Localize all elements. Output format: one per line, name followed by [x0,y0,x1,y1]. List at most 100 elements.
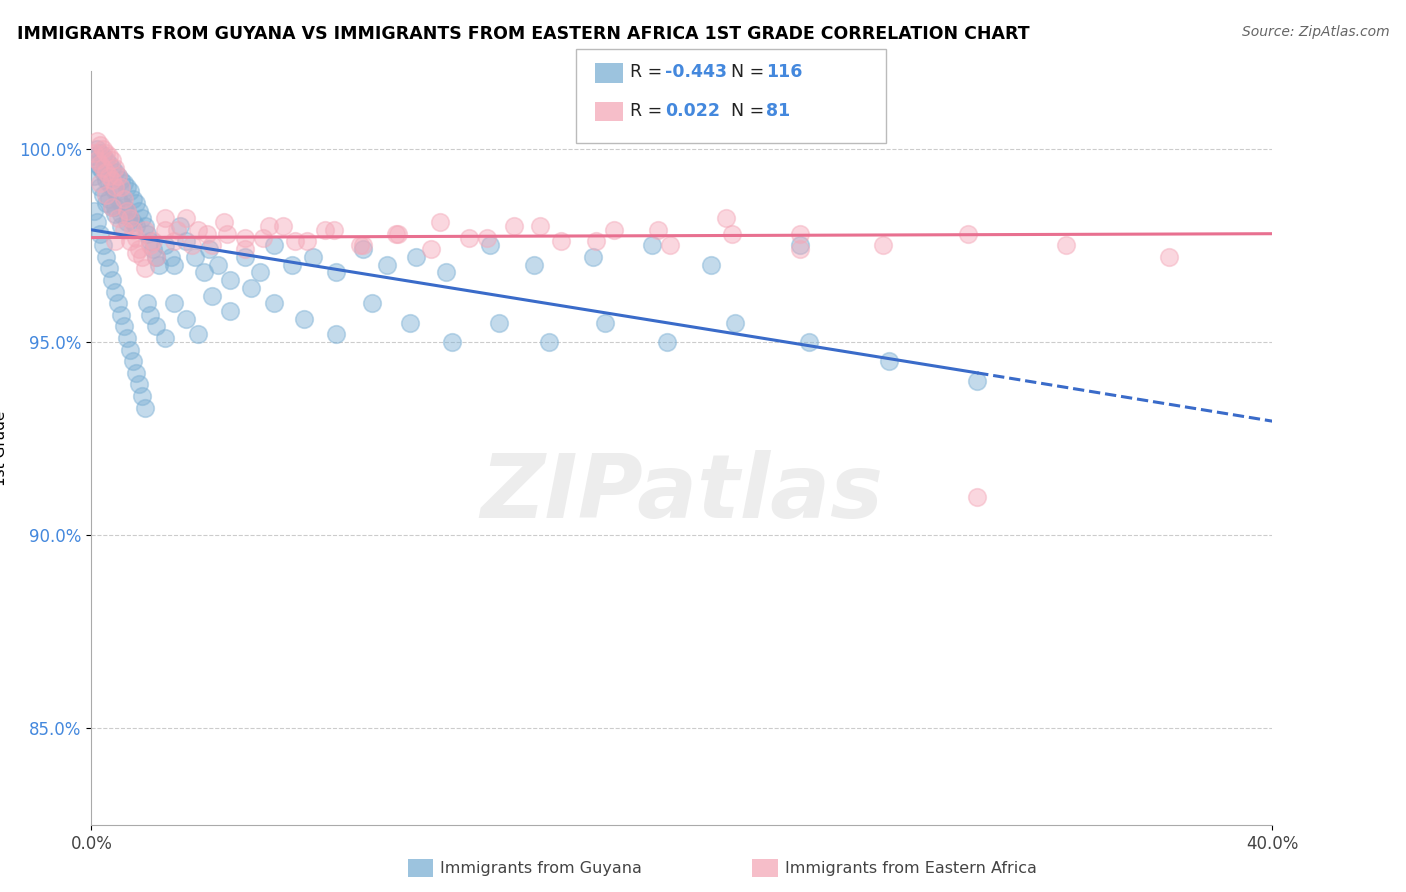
Point [193,265,215,279]
Point [145,319,167,334]
Point [325,327,347,342]
Point [529,219,551,233]
Point [98,157,121,171]
Point [966,374,988,388]
Point [174,211,197,226]
Point [187,327,209,342]
Point [118,343,141,357]
Point [104,285,127,299]
Point [641,238,664,252]
Point [201,238,224,252]
Point [180,238,202,252]
Point [440,334,463,349]
Point [131,211,153,226]
Point [166,223,188,237]
Point [128,203,150,218]
Point [360,296,382,310]
Point [89,180,111,194]
Text: 116: 116 [766,63,803,81]
Point [107,211,129,226]
Point [101,200,124,214]
Point [207,258,229,272]
Point [134,401,156,415]
Point [139,308,162,322]
Point [104,235,127,249]
Point [136,296,159,310]
Point [201,288,224,302]
Point [98,169,121,183]
Point [107,296,129,310]
Point [233,242,256,256]
Point [281,258,304,272]
Point [139,238,162,252]
Text: 0.022: 0.022 [665,102,720,120]
Point [700,258,723,272]
Point [966,490,988,504]
Point [219,273,242,287]
Text: 81: 81 [766,102,790,120]
Y-axis label: 1st Grade: 1st Grade [0,410,7,486]
Point [115,331,138,345]
Point [148,258,170,272]
Point [399,316,422,330]
Point [163,235,186,249]
Point [458,230,481,244]
Point [86,215,108,229]
Point [647,223,669,237]
Point [284,235,307,249]
Text: Immigrants from Guyana: Immigrants from Guyana [440,862,643,876]
Point [96,153,118,168]
Point [96,250,118,264]
Point [110,219,132,233]
Point [295,235,318,249]
Point [115,215,138,229]
Point [375,258,398,272]
Point [89,227,111,241]
Point [384,227,406,241]
Point [153,223,177,237]
Point [585,235,607,249]
Point [115,180,138,194]
Point [153,211,177,226]
Point [101,161,124,175]
Point [163,258,186,272]
Point [107,169,129,183]
Point [112,223,135,237]
Point [91,161,114,175]
Point [128,377,150,392]
Point [91,165,114,179]
Point [314,223,336,237]
Point [124,219,148,233]
Point [89,145,111,160]
Point [91,149,114,163]
Point [239,281,262,295]
Point [721,227,744,241]
Point [169,219,191,233]
Point [502,219,524,233]
Point [96,195,118,210]
Point [104,207,127,221]
Point [121,215,143,229]
Point [91,238,114,252]
Text: Immigrants from Eastern Africa: Immigrants from Eastern Africa [785,862,1036,876]
Point [233,230,256,244]
Point [1054,238,1077,252]
Point [134,261,156,276]
Text: R =: R = [630,63,668,81]
Point [136,227,159,241]
Point [118,211,141,226]
Point [593,316,616,330]
Point [387,227,409,241]
Point [134,219,156,233]
Point [101,153,124,168]
Point [789,242,811,256]
Point [139,235,162,249]
Point [659,238,682,252]
Point [98,177,121,191]
Point [219,304,242,318]
Point [174,311,197,326]
Point [183,250,207,264]
Point [145,250,167,264]
Point [724,316,747,330]
Point [131,250,153,264]
